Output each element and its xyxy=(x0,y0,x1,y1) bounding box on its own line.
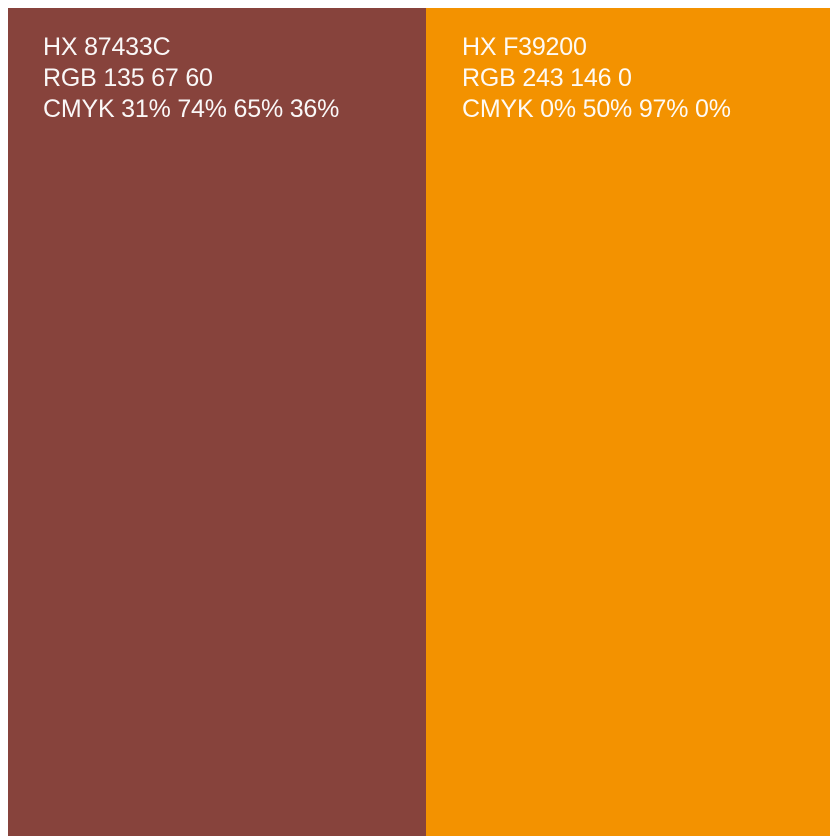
swatch-orange-hex: HX F39200 xyxy=(462,33,587,61)
swatch-brown-rgb: RGB 135 67 60 xyxy=(43,64,213,92)
swatch-brown: HX 87433C RGB 135 67 60 CMYK 31% 74% 65%… xyxy=(8,8,426,836)
swatch-brown-cmyk: CMYK 31% 74% 65% 36% xyxy=(43,95,340,123)
color-swatch-panel: HX 87433C RGB 135 67 60 CMYK 31% 74% 65%… xyxy=(8,8,830,836)
swatch-brown-info: HX 87433C RGB 135 67 60 CMYK 31% 74% 65%… xyxy=(43,32,339,125)
swatch-brown-hex: HX 87433C xyxy=(43,33,171,61)
swatch-orange-rgb: RGB 243 146 0 xyxy=(462,64,632,92)
swatch-orange: HX F39200 RGB 243 146 0 CMYK 0% 50% 97% … xyxy=(426,8,830,836)
swatch-orange-info: HX F39200 RGB 243 146 0 CMYK 0% 50% 97% … xyxy=(462,32,731,125)
swatch-orange-cmyk: CMYK 0% 50% 97% 0% xyxy=(462,95,731,123)
